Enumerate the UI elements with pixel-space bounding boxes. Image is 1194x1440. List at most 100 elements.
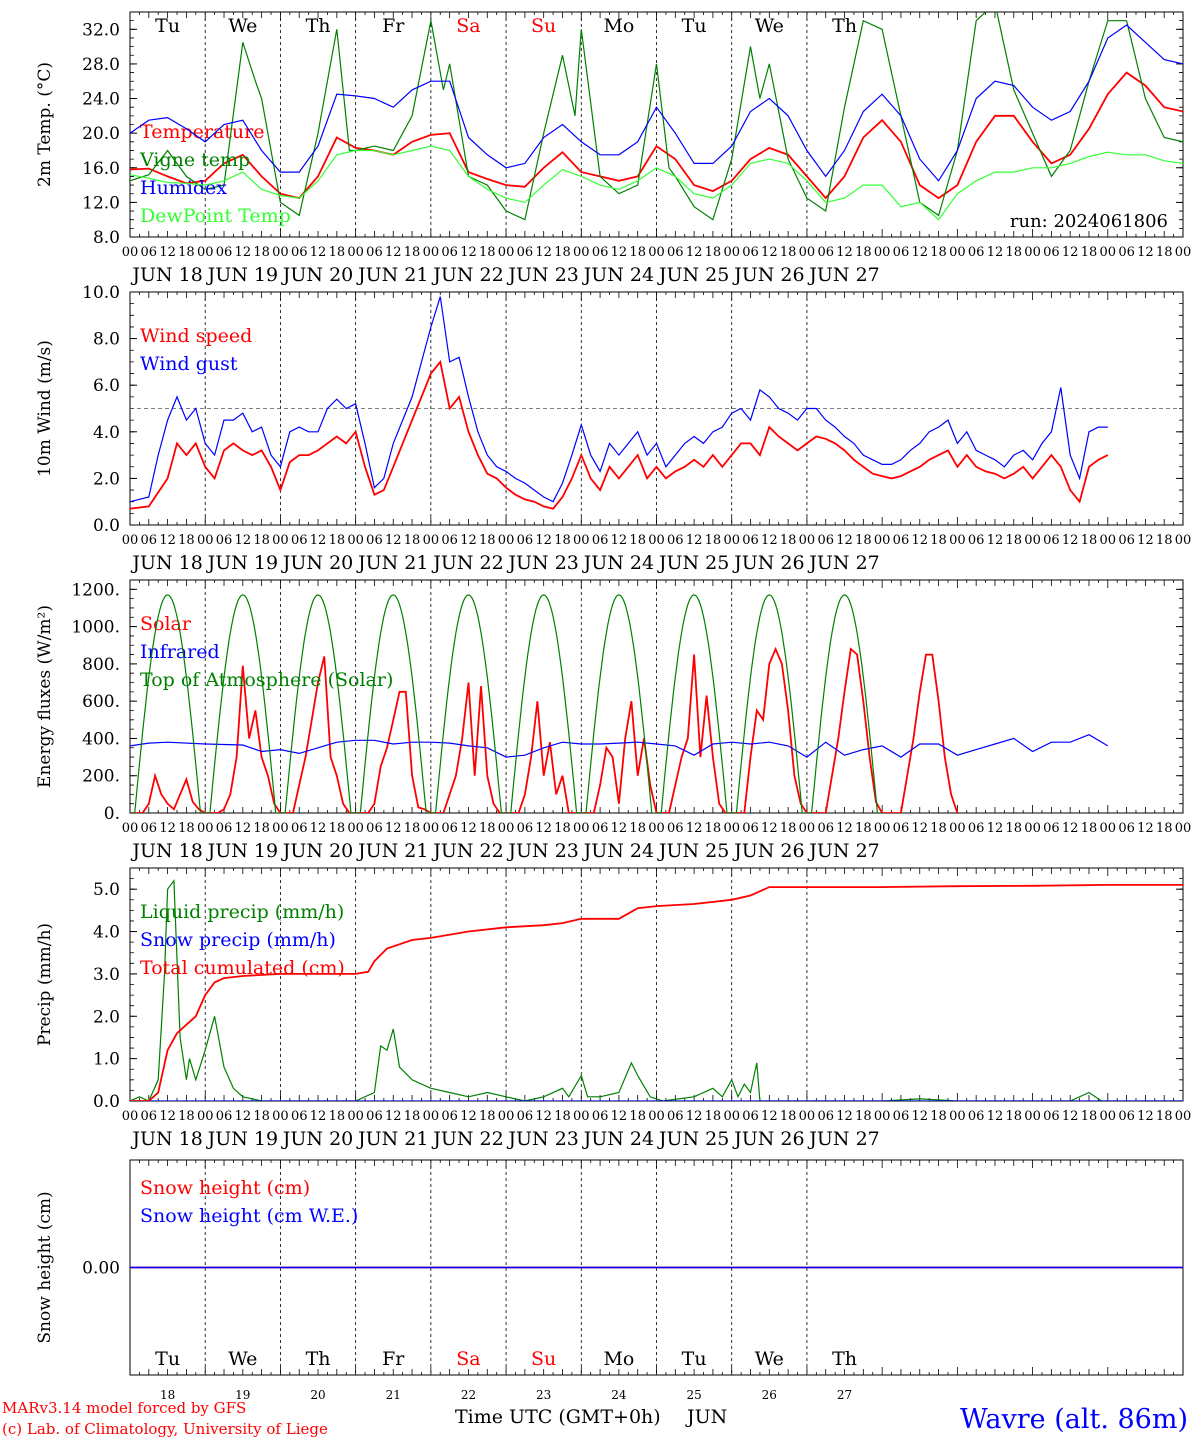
y-tick-label: 32.0 <box>82 20 120 40</box>
hour-label: 18 <box>705 245 722 260</box>
hour-label: 12 <box>159 533 176 548</box>
hour-label: 18 <box>855 245 872 260</box>
hour-label: 00 <box>648 1109 665 1124</box>
hour-label: 00 <box>1024 245 1041 260</box>
date-label: JUN 22 <box>431 264 503 286</box>
hour-label: 00 <box>648 533 665 548</box>
hour-label: 00 <box>498 245 515 260</box>
hour-label: 06 <box>1043 533 1060 548</box>
legend-entry: Snow height (cm W.E.) <box>140 1205 358 1227</box>
date-label: JUN 24 <box>582 1128 654 1150</box>
date-label: JUN 23 <box>506 264 578 286</box>
hour-label: 18 <box>1005 533 1022 548</box>
hour-label: 00 <box>1175 821 1192 836</box>
series-line-1-1 <box>130 71 1183 200</box>
weekday-label: Mo <box>603 15 634 37</box>
hour-label: 06 <box>817 245 834 260</box>
hour-label: 18 <box>1081 821 1098 836</box>
hour-label: 18 <box>1081 533 1098 548</box>
hour-label: 12 <box>836 245 853 260</box>
hour-label: 12 <box>159 1109 176 1124</box>
date-label: JUN 26 <box>732 1128 804 1150</box>
hour-label: 12 <box>310 533 327 548</box>
day-number: 25 <box>686 1388 701 1402</box>
hour-label: 06 <box>441 245 458 260</box>
y-tick-label: 4.0 <box>93 423 120 443</box>
date-label: JUN 19 <box>206 840 278 862</box>
hour-label: 18 <box>479 821 496 836</box>
hour-label: 06 <box>1043 821 1060 836</box>
hour-label: 06 <box>441 821 458 836</box>
weekday-label: Th <box>306 1348 331 1370</box>
hour-label: 18 <box>780 1109 797 1124</box>
hour-label: 18 <box>479 1109 496 1124</box>
panel-4: 0.0 1.0 2.0 3.0 4.0 5.0 Precip (mm/h) Liquid pr… <box>35 867 1191 1150</box>
hour-label: 12 <box>385 245 402 260</box>
hour-label: 18 <box>554 533 571 548</box>
hour-label: 12 <box>385 533 402 548</box>
weekday-label: Tu <box>682 15 707 37</box>
day-number: 22 <box>461 1388 476 1402</box>
hour-label: 00 <box>197 1109 214 1124</box>
hour-label: 12 <box>987 245 1004 260</box>
hour-label: 06 <box>1043 245 1060 260</box>
hour-label: 12 <box>1062 1109 1079 1124</box>
hour-label: 12 <box>836 821 853 836</box>
y-axis-title: Precip (mm/h) <box>35 923 55 1046</box>
hour-label: 06 <box>216 821 233 836</box>
hour-label: 00 <box>498 1109 515 1124</box>
hour-label: 06 <box>366 245 383 260</box>
weekday-label: Sa <box>456 15 480 37</box>
hour-label: 12 <box>385 1109 402 1124</box>
hour-label: 12 <box>310 245 327 260</box>
hour-label: 12 <box>761 245 778 260</box>
date-label: JUN 20 <box>281 264 353 286</box>
hour-label: 18 <box>178 533 195 548</box>
plot-frame <box>129 11 1184 238</box>
hour-label: 18 <box>780 245 797 260</box>
hour-label: 12 <box>761 1109 778 1124</box>
y-tick-label: 4.0 <box>93 923 120 943</box>
hour-label: 12 <box>911 533 928 548</box>
hour-label: 06 <box>893 245 910 260</box>
y-tick-label: 1.0 <box>93 1050 120 1070</box>
date-label: JUN 27 <box>807 552 879 574</box>
date-label: JUN 24 <box>582 264 654 286</box>
legend-entry: Infrared <box>140 641 220 663</box>
date-label: JUN 22 <box>431 1128 503 1150</box>
x-ticks <box>129 868 1184 1101</box>
hour-label: 06 <box>141 1109 158 1124</box>
hour-label: 06 <box>592 821 609 836</box>
legend-entry: Total cumulated (cm) <box>140 957 345 979</box>
hour-label: 18 <box>404 533 421 548</box>
hour-label: 18 <box>930 533 947 548</box>
hour-label: 00 <box>573 533 590 548</box>
hour-label: 00 <box>1100 245 1117 260</box>
hour-label: 00 <box>347 821 364 836</box>
hour-label: 18 <box>178 821 195 836</box>
weekday-label: Su <box>531 1348 556 1370</box>
date-label: JUN 20 <box>281 840 353 862</box>
hour-label: 12 <box>535 1109 552 1124</box>
date-label: JUN 21 <box>356 552 428 574</box>
y-tick-label: 8.0 <box>93 228 120 248</box>
hour-label: 18 <box>1156 1109 1173 1124</box>
weekday-label: We <box>228 15 257 37</box>
hour-label: 06 <box>592 245 609 260</box>
x-axis-title: Time UTC (GMT+0h) <box>455 1406 661 1428</box>
y-tick-label: 200. <box>82 767 120 787</box>
legend-entry: Snow height (cm) <box>140 1177 310 1199</box>
date-label: JUN 18 <box>130 552 202 574</box>
hour-label: 06 <box>441 1109 458 1124</box>
hour-label: 00 <box>423 821 440 836</box>
weekday-label: Tu <box>155 15 180 37</box>
y-tick-label: 8.0 <box>93 330 120 350</box>
series-line-4-1 <box>130 878 1183 1101</box>
x-ticks <box>129 292 1184 525</box>
hour-label: 18 <box>1005 1109 1022 1124</box>
hour-label: 12 <box>310 1109 327 1124</box>
hour-label: 12 <box>911 821 928 836</box>
series-line-3-2 <box>130 734 1109 758</box>
hour-label: 12 <box>460 1109 477 1124</box>
y-tick-label: 0. <box>104 804 120 824</box>
